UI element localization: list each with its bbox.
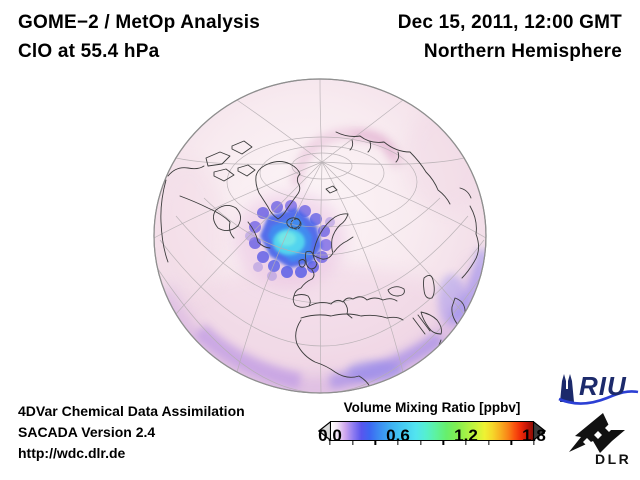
- coastlines: [160, 131, 479, 391]
- credit-version: SACADA Version 2.4: [18, 424, 156, 440]
- colorbar-bar: [318, 421, 546, 445]
- colorbar-tick-label: 0.0: [318, 426, 342, 445]
- colorbar-tick-labels: 0.0 0.6 1.2 1.8: [318, 426, 546, 446]
- title-species-level: ClO at 55.4 hPa: [18, 41, 160, 62]
- credit-assimilation: 4DVar Chemical Data Assimilation: [18, 403, 245, 419]
- dlr-logo-text: DLR: [595, 451, 632, 467]
- header-hemisphere: Northern Hemisphere: [423, 41, 622, 62]
- colorbar-tick-label: 0.6: [386, 426, 410, 445]
- credit-url: http://wdc.dlr.de: [18, 445, 126, 461]
- colorbar-tick-label: 1.8: [522, 426, 546, 445]
- colorbar-title: Volume Mixing Ratio [ppbv]: [343, 400, 521, 415]
- graticule: [154, 79, 486, 393]
- colorbar-minor-ticks: [329, 441, 535, 446]
- clo-enhancement-blob: [235, 192, 345, 288]
- riu-cathedral-icon: [560, 374, 574, 402]
- title-instrument: GOME−2 / MetOp Analysis: [18, 12, 260, 33]
- globe-limb: [153, 78, 487, 394]
- colorbar: Volume Mixing Ratio [ppbv] 0.0 0.6 1.2 1…: [318, 400, 546, 445]
- colorbar-right-arrow: [533, 421, 546, 441]
- dlr-logo: DLR: [563, 408, 640, 470]
- riu-wave-icon: [558, 390, 639, 405]
- riu-logo-text: RIU: [579, 371, 627, 401]
- riu-logo: RIU: [556, 371, 640, 409]
- dlr-emblem-diamonds: [583, 424, 613, 446]
- colorbar-tick-label: 1.2: [454, 426, 478, 445]
- header-datetime: Dec 15, 2011, 12:00 GMT: [397, 12, 622, 33]
